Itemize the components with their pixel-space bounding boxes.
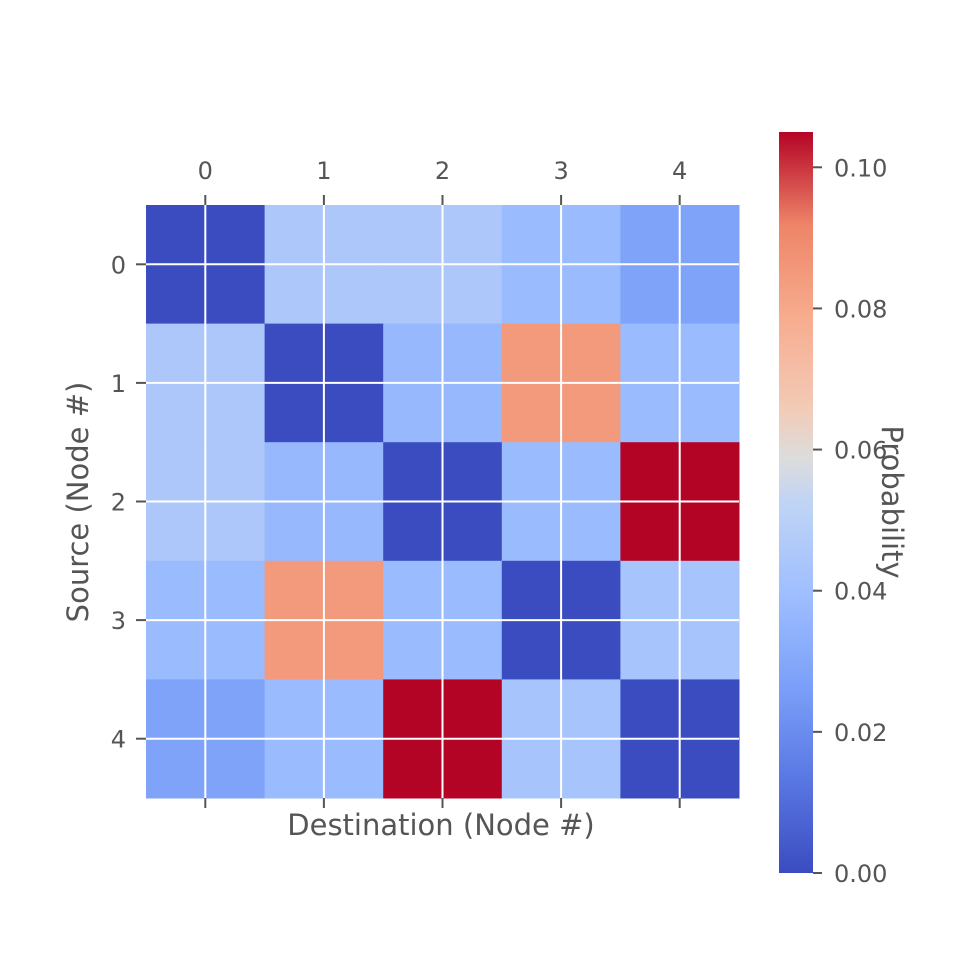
y-tick-label: 4 <box>111 726 126 754</box>
y-tick-label: 2 <box>111 489 126 517</box>
colorbar-tick-label: 0.04 <box>834 578 887 606</box>
colorbar-tick-label: 0.02 <box>834 719 887 747</box>
y-axis-ticks: 0 1 2 3 4 <box>111 251 146 754</box>
y-tick-label: 1 <box>111 370 126 398</box>
colorbar-tick-label: 0.06 <box>834 437 887 465</box>
colorbar-label: Probability <box>875 425 909 578</box>
x-tick-label: 4 <box>672 157 687 185</box>
colorbar-tick-label: 0.00 <box>834 860 887 888</box>
x-axis-ticks: 0 1 2 3 4 <box>198 157 687 808</box>
x-axis-label: Destination (Node #) <box>287 808 594 842</box>
y-tick-label: 0 <box>111 251 126 279</box>
y-axis-label: Source (Node #) <box>61 382 95 623</box>
colorbar-tick-label: 0.08 <box>834 295 887 323</box>
y-tick-label: 3 <box>111 607 126 635</box>
colorbar-tick-label: 0.10 <box>834 154 887 182</box>
grid-lines <box>146 205 739 798</box>
x-tick-label: 2 <box>435 157 450 185</box>
colorbar <box>779 132 813 873</box>
x-tick-label: 0 <box>198 157 213 185</box>
x-tick-label: 3 <box>553 157 568 185</box>
colorbar-ticks: 0.00 0.02 0.04 0.06 0.08 0.10 <box>813 154 887 888</box>
x-tick-label: 1 <box>316 157 331 185</box>
